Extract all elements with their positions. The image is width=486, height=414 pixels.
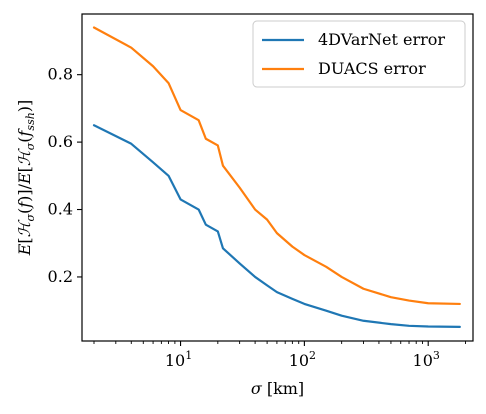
y-tick-label: 0.2: [48, 267, 73, 286]
x-tick-label: 102: [289, 349, 316, 370]
legend-label-1: 4DVarNet error: [318, 30, 445, 49]
legend-label-2: DUACS error: [318, 59, 426, 78]
y-tick-label: 0.8: [48, 65, 73, 84]
legend: 4DVarNet error DUACS error: [252, 20, 466, 88]
y-axis-title: E[ℋσ(f)]/E[ℋσ(fssh)]: [15, 100, 37, 257]
x-axis-title: σ [km]: [251, 379, 304, 398]
y-tick-label: 0.6: [48, 132, 73, 151]
x-tick-label: 101: [165, 349, 192, 370]
plot-frame: [81, 13, 474, 342]
ticks-layer: 101 102 103 0.2 0.4 0.6 0.8: [48, 65, 466, 370]
series-line-2: [92, 26, 461, 306]
legend-box: [252, 20, 466, 88]
y-tick-label: 0.4: [48, 200, 73, 219]
x-tick-label: 103: [413, 349, 440, 370]
series-line-1: [92, 124, 461, 328]
series-layer: [92, 26, 461, 328]
